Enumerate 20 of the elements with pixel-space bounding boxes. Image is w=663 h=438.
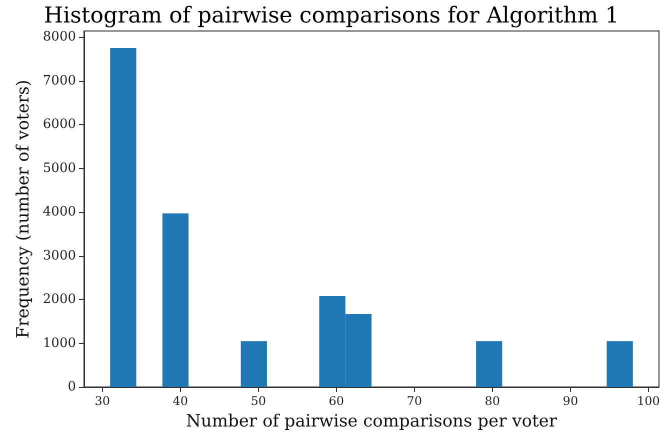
- y-tick-label: 1000: [42, 336, 76, 351]
- x-tick-label: 90: [562, 394, 578, 408]
- x-tick-label: 40: [172, 394, 188, 408]
- y-tick-label: 3000: [42, 248, 76, 264]
- y-tick-label: 8000: [42, 30, 76, 45]
- x-tick-label: 80: [484, 394, 500, 408]
- y-tick-label: 0: [68, 380, 76, 394]
- x-tick-label: 70: [406, 394, 422, 408]
- y-tick-label: 5000: [42, 160, 76, 176]
- x-tick-label: 50: [250, 394, 266, 408]
- x-axis-title: Number of pairwise comparisons per voter: [186, 412, 558, 432]
- chart-title: Histogram of pairwise comparisons for Algorithm 1: [44, 4, 620, 28]
- x-tick-label: 100: [637, 394, 660, 408]
- y-tick-label: 7000: [42, 73, 76, 88]
- y-tick-label: 4000: [42, 204, 76, 220]
- y-axis-title: Frequency (number of voters): [14, 80, 34, 338]
- x-tick-label: 60: [328, 394, 344, 408]
- y-tick-label: 6000: [42, 117, 76, 132]
- x-tick-label: 30: [94, 394, 110, 408]
- y-tick-label: 2000: [42, 292, 76, 308]
